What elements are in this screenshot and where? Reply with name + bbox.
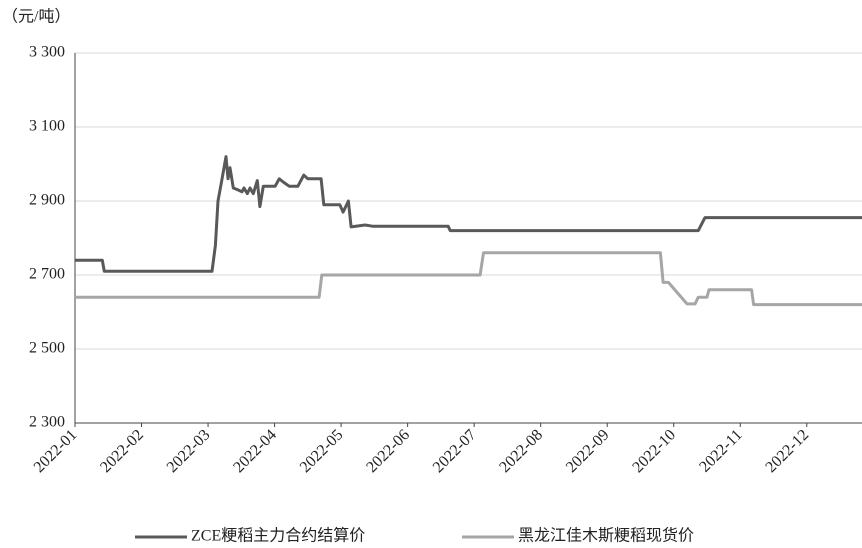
series-line bbox=[75, 155, 862, 273]
x-tick-label: 2022-11 bbox=[696, 426, 745, 475]
series-line bbox=[75, 251, 862, 307]
y-tick-label: 2 500 bbox=[29, 340, 65, 357]
x-tick-label: 2022-10 bbox=[629, 426, 679, 476]
x-tick-label: 2022-02 bbox=[97, 426, 147, 476]
x-tick-label: 2022-08 bbox=[496, 426, 546, 476]
x-tick-label: 2022-05 bbox=[297, 426, 347, 476]
y-tick-label: 3 100 bbox=[29, 118, 65, 135]
x-tick-label: 2022-09 bbox=[563, 426, 613, 476]
y-tick-label: 2 700 bbox=[29, 266, 65, 283]
y-tick-label: 3 300 bbox=[29, 44, 65, 61]
y-tick-label: 2 300 bbox=[29, 414, 65, 431]
x-tick-label: 2022-07 bbox=[430, 426, 480, 476]
x-tick-label: 2022-01 bbox=[31, 426, 81, 476]
legend-label: 黑龙江佳木斯粳稻现货价 bbox=[518, 527, 694, 545]
x-tick-label: 2022-06 bbox=[363, 426, 413, 476]
x-tick-label: 2022-04 bbox=[230, 426, 280, 476]
x-tick-label: 2022-03 bbox=[164, 426, 214, 476]
y-tick-label: 2 900 bbox=[29, 192, 65, 209]
legend-label: ZCE粳稻主力合约结算价 bbox=[191, 526, 365, 545]
x-tick-label: 2022-12 bbox=[762, 426, 812, 476]
unit-label: （元/吨） bbox=[2, 8, 70, 26]
